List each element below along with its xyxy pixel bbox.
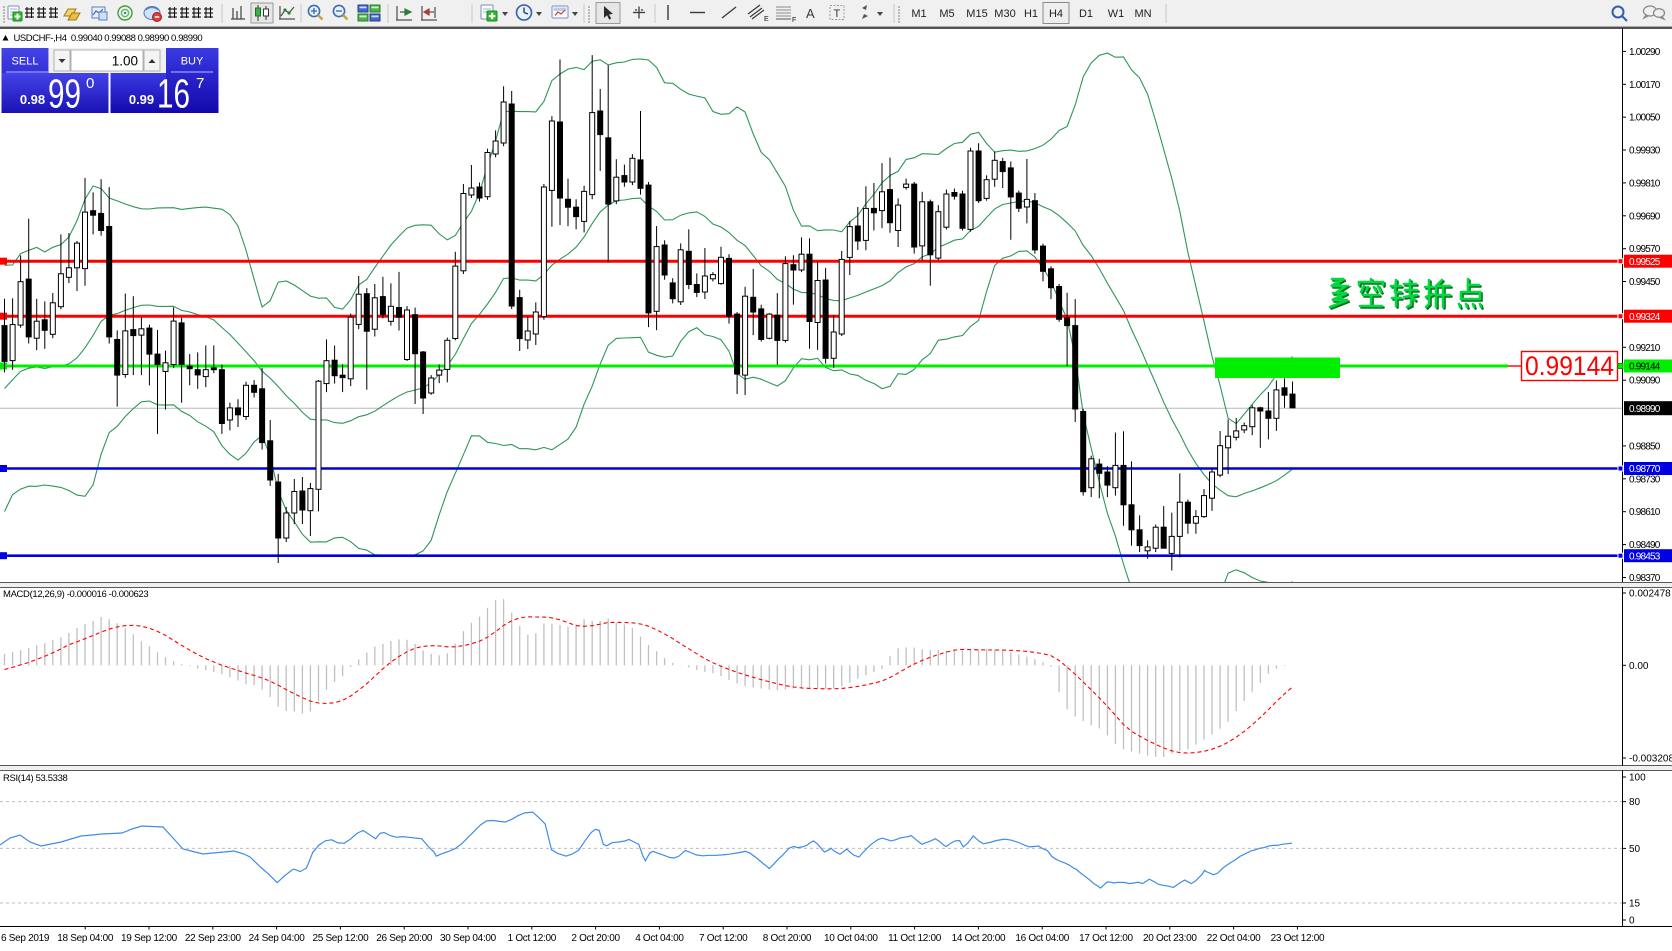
svg-text:SELL: SELL	[12, 56, 39, 68]
svg-text:0.98490: 0.98490	[1629, 540, 1661, 551]
svg-text:0.99324: 0.99324	[1629, 312, 1661, 323]
svg-text:0: 0	[1629, 916, 1635, 927]
svg-text:14 Oct 20:00: 14 Oct 20:00	[952, 933, 1006, 944]
svg-text:16: 16	[157, 71, 190, 117]
svg-text:15: 15	[1629, 899, 1641, 910]
svg-text:0.99210: 0.99210	[1629, 343, 1661, 354]
svg-text:0.98770: 0.98770	[1629, 464, 1661, 475]
svg-text:BUY: BUY	[181, 56, 204, 68]
svg-text:1.00: 1.00	[112, 54, 138, 69]
svg-text:MACD(12,26,9) -0.000016 -0.000: MACD(12,26,9) -0.000016 -0.000623	[3, 589, 148, 600]
svg-text:0.98850: 0.98850	[1629, 441, 1661, 452]
svg-text:H1: H1	[1024, 8, 1038, 20]
svg-text:D1: D1	[1079, 8, 1093, 20]
svg-text:8 Oct 20:00: 8 Oct 20:00	[763, 933, 812, 944]
svg-text:0.002478: 0.002478	[1629, 589, 1671, 600]
svg-text:16 Oct 04:00: 16 Oct 04:00	[1015, 933, 1069, 944]
svg-text:0.99144: 0.99144	[1525, 351, 1614, 381]
svg-text:19 Sep 12:00: 19 Sep 12:00	[121, 933, 178, 944]
svg-text:2 Oct 20:00: 2 Oct 20:00	[571, 933, 620, 944]
svg-text:0.98990: 0.98990	[1629, 404, 1661, 415]
svg-text:10 Oct 04:00: 10 Oct 04:00	[824, 933, 878, 944]
svg-text:0.99090: 0.99090	[1629, 376, 1661, 387]
svg-text:80: 80	[1629, 797, 1641, 808]
svg-text:22 Oct 04:00: 22 Oct 04:00	[1207, 933, 1261, 944]
svg-text:M30: M30	[994, 8, 1015, 20]
svg-text:0.99450: 0.99450	[1629, 277, 1661, 288]
svg-text:11 Oct 12:00: 11 Oct 12:00	[888, 933, 942, 944]
svg-text:0.99570: 0.99570	[1629, 244, 1661, 255]
svg-text:0.99525: 0.99525	[1629, 257, 1661, 268]
svg-text:99: 99	[48, 71, 81, 117]
svg-text:23 Oct 12:00: 23 Oct 12:00	[1271, 933, 1325, 944]
svg-text:7 Oct 12:00: 7 Oct 12:00	[699, 933, 748, 944]
svg-text:0.98730: 0.98730	[1629, 474, 1661, 485]
svg-text:0.98610: 0.98610	[1629, 507, 1661, 518]
svg-text:0.98453: 0.98453	[1629, 551, 1661, 562]
svg-text:W1: W1	[1108, 8, 1125, 20]
svg-text:4 Oct 04:00: 4 Oct 04:00	[635, 933, 684, 944]
svg-text:0.99690: 0.99690	[1629, 211, 1661, 222]
svg-text:0.98: 0.98	[20, 92, 45, 107]
svg-text:0.99: 0.99	[129, 92, 154, 107]
svg-text:30 Sep 04:00: 30 Sep 04:00	[440, 933, 497, 944]
svg-text:0.00: 0.00	[1629, 661, 1649, 672]
svg-text:17 Oct 12:00: 17 Oct 12:00	[1079, 933, 1133, 944]
svg-text:M1: M1	[911, 8, 926, 20]
svg-text:RSI(14) 53.5338: RSI(14) 53.5338	[3, 773, 68, 784]
svg-text:0.99930: 0.99930	[1629, 146, 1661, 157]
svg-text:1.00170: 1.00170	[1629, 80, 1661, 91]
svg-text:50: 50	[1629, 844, 1641, 855]
svg-text:6 Sep 2019: 6 Sep 2019	[1, 933, 50, 944]
svg-text:1.00290: 1.00290	[1629, 47, 1661, 58]
svg-text:0: 0	[86, 75, 94, 92]
svg-text:26 Sep 20:00: 26 Sep 20:00	[376, 933, 433, 944]
svg-text:F: F	[792, 17, 796, 24]
svg-text:7: 7	[196, 75, 204, 92]
svg-text:0.98370: 0.98370	[1629, 573, 1661, 584]
svg-text:1 Oct 12:00: 1 Oct 12:00	[508, 933, 557, 944]
svg-text:-0.003208: -0.003208	[1629, 754, 1672, 765]
svg-text:0.99144: 0.99144	[1629, 362, 1661, 373]
svg-text:A: A	[806, 6, 815, 21]
svg-text:100: 100	[1629, 773, 1646, 784]
svg-text:1.00050: 1.00050	[1629, 113, 1661, 124]
svg-text:MN: MN	[1134, 8, 1151, 20]
svg-text:E: E	[764, 16, 769, 23]
svg-text:USDCHF-,H4 0.99040 0.99088 0.: USDCHF-,H4 0.99040 0.99088 0.98990 0.989…	[14, 33, 203, 44]
svg-text:H4: H4	[1049, 8, 1063, 20]
svg-text:0.99810: 0.99810	[1629, 178, 1661, 189]
svg-text:T: T	[834, 8, 841, 20]
svg-text:M15: M15	[966, 8, 987, 20]
svg-text:20 Oct 23:00: 20 Oct 23:00	[1143, 933, 1197, 944]
svg-text:25 Sep 12:00: 25 Sep 12:00	[312, 933, 369, 944]
svg-text:18 Sep 04:00: 18 Sep 04:00	[57, 933, 114, 944]
svg-text:24 Sep 04:00: 24 Sep 04:00	[249, 933, 306, 944]
svg-text:22 Sep 23:00: 22 Sep 23:00	[185, 933, 242, 944]
svg-text:M5: M5	[939, 8, 954, 20]
